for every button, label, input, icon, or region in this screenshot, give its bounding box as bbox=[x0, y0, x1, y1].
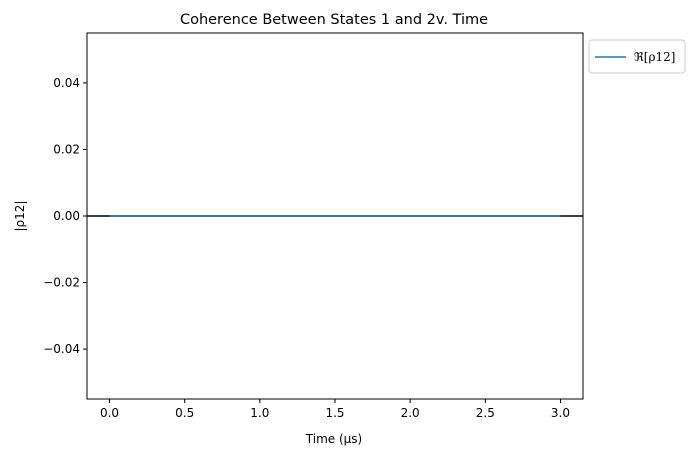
y-tick-label: 0.00 bbox=[53, 209, 80, 223]
x-tick-label: 3.0 bbox=[551, 406, 570, 420]
y-tick-label: −0.02 bbox=[43, 276, 80, 290]
legend-entry-label: ℜ[ρ12] bbox=[634, 50, 675, 64]
x-tick-label: 2.0 bbox=[401, 406, 420, 420]
y-axis-title: |ρ12| bbox=[13, 201, 27, 232]
chart-title: Coherence Between States 1 and 2v. Time bbox=[180, 12, 488, 28]
x-tick-label: 2.5 bbox=[476, 406, 495, 420]
y-tick-label: 0.04 bbox=[53, 76, 80, 90]
y-axis-title-text: |ρ12| bbox=[13, 201, 27, 232]
x-tick-label: 0.5 bbox=[175, 406, 194, 420]
y-tick-label: 0.02 bbox=[53, 142, 80, 156]
x-tick-label: 1.5 bbox=[325, 406, 344, 420]
x-axis-title: Time (μs) bbox=[305, 432, 362, 446]
y-tick-label: −0.04 bbox=[43, 342, 80, 356]
x-tick-label: 1.0 bbox=[250, 406, 269, 420]
x-tick-label: 0.0 bbox=[100, 406, 119, 420]
legend: ℜ[ρ12] bbox=[588, 39, 686, 74]
y-axis-ticks: 0.04 0.02 0.00 −0.02 −0.04 bbox=[43, 76, 87, 356]
legend-frame bbox=[588, 39, 686, 74]
x-axis-title-text: Time (μs) bbox=[305, 432, 362, 446]
x-axis-ticks: 0.0 0.5 1.0 1.5 2.0 2.5 3.0 bbox=[100, 399, 570, 420]
